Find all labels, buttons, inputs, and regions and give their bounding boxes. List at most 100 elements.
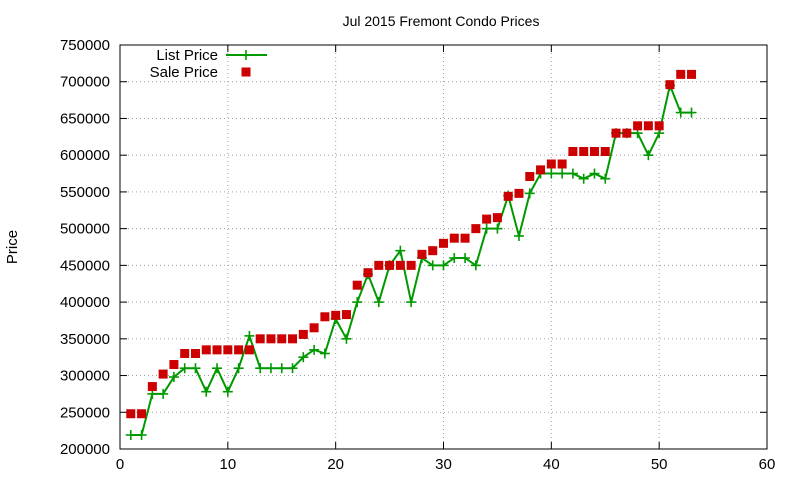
data-point-sale-price (190, 349, 200, 359)
y-tick-label: 350000 (60, 331, 110, 348)
data-point-list-price (276, 363, 287, 374)
data-point-sale-price (406, 260, 416, 270)
data-point-list-price (233, 363, 244, 374)
y-tick-label: 500000 (60, 221, 110, 238)
data-point-sale-price (180, 349, 190, 359)
y-tick-label: 400000 (60, 294, 110, 311)
x-tick-label: 40 (543, 456, 560, 473)
data-point-list-price (179, 363, 190, 374)
data-point-list-price (470, 260, 481, 271)
data-point-list-price (675, 107, 686, 118)
x-tick-label: 60 (759, 456, 776, 473)
data-point-list-price (406, 297, 417, 308)
data-point-sale-price (147, 382, 157, 392)
legend-sample-sale-price (241, 67, 251, 77)
data-point-list-price (136, 430, 147, 441)
legend-sample-list-price (226, 50, 267, 60)
data-point-sale-price (352, 280, 362, 290)
data-point-sale-price (643, 121, 653, 131)
data-point-sale-price (266, 334, 276, 344)
data-point-list-price (255, 363, 266, 374)
series-sale-price (126, 69, 697, 419)
data-point-sale-price (363, 268, 373, 278)
data-point-list-price (395, 245, 406, 256)
y-tick-label: 700000 (60, 74, 110, 91)
data-point-sale-price (395, 260, 405, 270)
data-point-sale-price (568, 147, 578, 157)
data-point-sale-price (665, 80, 675, 90)
x-axis-tick-labels: 0 10 20 30 40 50 60 (116, 456, 776, 473)
data-point-list-price (492, 223, 503, 234)
y-tick-label: 650000 (60, 110, 110, 127)
data-point-list-price (686, 107, 697, 118)
data-series (125, 69, 697, 441)
data-point-sale-price (557, 159, 567, 169)
data-point-sale-price (374, 260, 384, 270)
data-point-sale-price (288, 334, 298, 344)
data-point-list-price (427, 260, 438, 271)
x-tick-label: 30 (435, 456, 452, 473)
data-point-sale-price (385, 260, 395, 270)
data-point-sale-price (298, 329, 308, 339)
data-point-sale-price (525, 171, 535, 181)
legend-label-sale-price: Sale Price (150, 64, 218, 81)
data-point-sale-price (169, 360, 179, 370)
data-point-list-price (125, 430, 136, 441)
x-tick-label: 20 (327, 456, 344, 473)
data-point-list-price (222, 386, 233, 397)
x-tick-label: 50 (651, 456, 668, 473)
axis-ticks (119, 44, 768, 450)
data-point-list-price (600, 173, 611, 184)
grid-lines (120, 45, 767, 449)
y-tick-label: 550000 (60, 184, 110, 201)
data-point-sale-price (201, 345, 211, 355)
data-point-sale-price (546, 159, 556, 169)
data-point-list-price (481, 223, 492, 234)
data-point-list-price (513, 230, 524, 241)
data-point-sale-price (654, 121, 664, 131)
data-point-sale-price (687, 69, 697, 79)
data-point-list-price (265, 363, 276, 374)
data-point-list-price (578, 173, 589, 184)
data-point-sale-price (633, 121, 643, 131)
data-point-sale-price (309, 323, 319, 333)
data-point-sale-price (234, 345, 244, 355)
data-point-sale-price (579, 147, 589, 157)
data-point-list-price (298, 352, 309, 363)
y-axis-label: Price (4, 230, 21, 264)
data-point-list-price (567, 168, 578, 179)
y-tick-label: 200000 (60, 441, 110, 458)
data-point-sale-price (158, 369, 168, 379)
legend: List Price Sale Price (150, 47, 267, 81)
data-point-sale-price (137, 409, 147, 419)
data-point-sale-price (277, 334, 287, 344)
data-point-list-price (589, 168, 600, 179)
y-tick-label: 250000 (60, 404, 110, 421)
data-point-sale-price (341, 310, 351, 320)
data-point-list-price (244, 330, 255, 341)
y-tick-label: 300000 (60, 368, 110, 385)
data-point-list-price (524, 188, 535, 199)
data-point-list-price (319, 348, 330, 359)
data-point-sale-price (622, 128, 632, 138)
y-tick-label: 750000 (60, 37, 110, 54)
data-point-list-price (546, 168, 557, 179)
data-point-sale-price (223, 345, 233, 355)
data-point-list-price (373, 297, 384, 308)
data-point-sale-price (611, 128, 621, 138)
data-point-sale-price (492, 213, 502, 223)
data-point-sale-price (482, 214, 492, 224)
data-point-list-price (449, 253, 460, 264)
x-tick-label: 10 (219, 456, 236, 473)
y-tick-label: 600000 (60, 147, 110, 164)
data-point-sale-price (255, 334, 265, 344)
data-point-sale-price (439, 238, 448, 248)
data-point-list-price (438, 260, 449, 271)
data-point-list-price (190, 363, 201, 374)
data-point-list-price (557, 168, 568, 179)
data-point-sale-price (417, 249, 427, 259)
chart-title: Jul 2015 Fremont Condo Prices (343, 13, 540, 29)
data-point-sale-price (126, 409, 136, 419)
data-point-sale-price (244, 345, 254, 355)
